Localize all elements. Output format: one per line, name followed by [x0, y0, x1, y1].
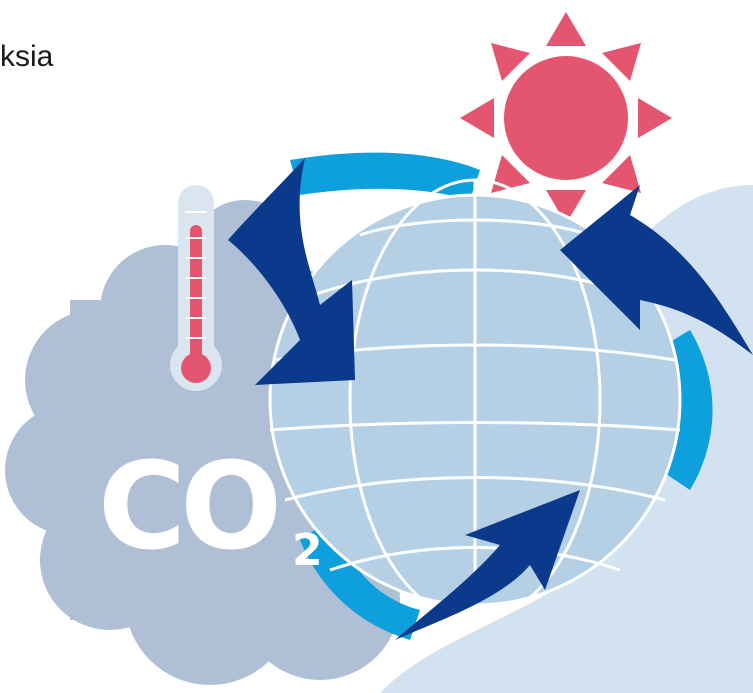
co2-icon: CO 2: [98, 438, 323, 577]
co2-subscript: 2: [292, 525, 323, 576]
sun-icon: [460, 12, 672, 224]
globe-icon: [268, 178, 682, 622]
caption-text: ksia: [0, 40, 54, 73]
cycle-arrows-icon: [228, 158, 753, 640]
co2-main: CO: [98, 438, 276, 577]
thermometer-icon: [170, 185, 222, 391]
cloud-icon: [5, 200, 400, 685]
